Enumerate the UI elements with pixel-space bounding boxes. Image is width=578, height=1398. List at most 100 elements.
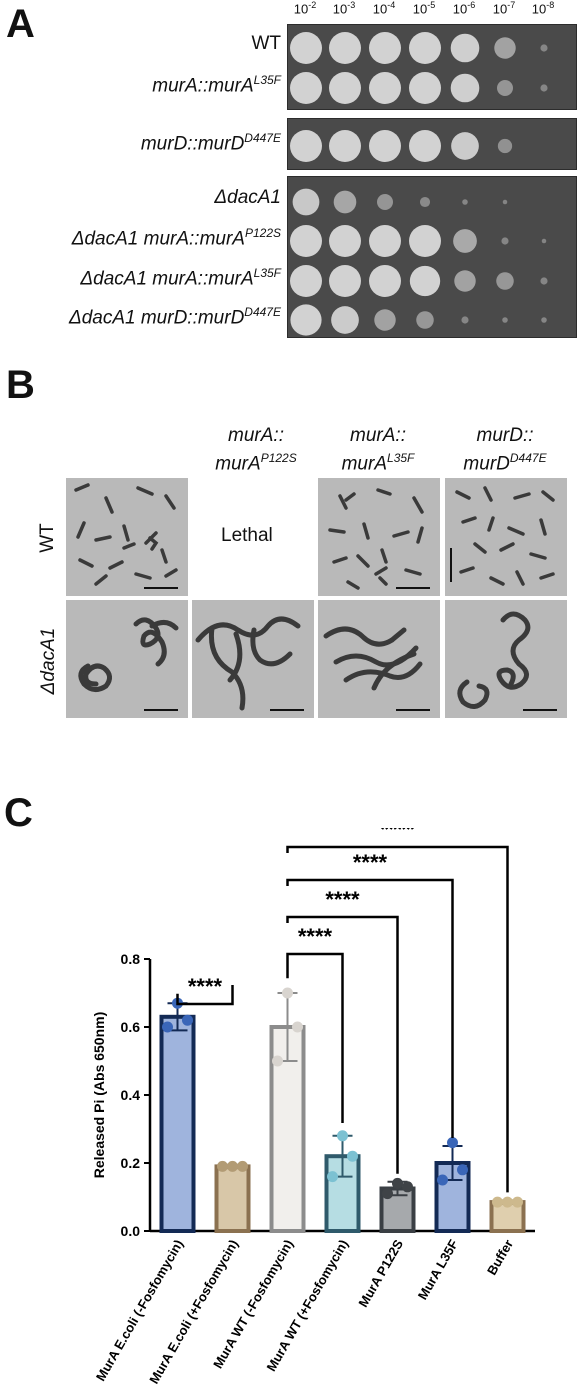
significance-label: ****	[353, 850, 388, 875]
colony-spot	[497, 138, 513, 154]
panel-c-letter: C	[4, 791, 33, 835]
data-point	[392, 1177, 403, 1189]
column-label-murA-P122S: murA:: murAP122S	[215, 425, 297, 475]
significance-bracket	[176, 985, 234, 1006]
data-point	[512, 1196, 523, 1208]
significance-label: ****	[188, 974, 223, 999]
micrograph-wt-murD-D447E	[445, 478, 567, 596]
lethal-label: Lethal	[221, 525, 273, 546]
colony-spot	[502, 317, 508, 323]
strain-label: ΔdacA1 murA::murAP122S	[71, 226, 281, 250]
released-pi-bar-chart: 0.0 0.2 0.4 0.6 0.8 Released Pi (Abs 650nm) Mu…	[91, 828, 535, 1386]
data-point	[492, 1196, 503, 1208]
data-point	[437, 1174, 448, 1186]
dilution-label: 10-2	[293, 0, 317, 17]
colony-spot	[497, 80, 513, 96]
data-point	[292, 1021, 303, 1033]
bar	[214, 1164, 251, 1233]
data-point	[447, 1137, 458, 1149]
colony-spot	[374, 309, 396, 331]
micrograph-dacA1-murA-P122S	[192, 600, 314, 718]
colony-spot	[540, 84, 548, 92]
data-point	[337, 1130, 348, 1142]
colony-spot	[462, 199, 468, 205]
column-label-murA-L35F: murA:: murAL35F	[341, 425, 415, 475]
colony-spot	[329, 265, 361, 297]
colony-spot	[453, 229, 477, 253]
colony-spot	[290, 130, 322, 162]
data-point	[227, 1160, 238, 1172]
x-tick-label: MurA L35F	[415, 1237, 461, 1302]
panel-b-letter: B	[6, 363, 35, 407]
colony-spot	[451, 132, 479, 160]
colony-spot	[369, 225, 401, 257]
significance-label: ****	[325, 887, 360, 912]
colony-spot	[540, 44, 548, 52]
y-tick-label: 0.4	[121, 1087, 141, 1103]
data-point	[237, 1160, 248, 1172]
colony-spot	[409, 32, 441, 64]
colony-spot	[333, 190, 357, 214]
data-point	[457, 1164, 468, 1176]
colony-spot	[454, 270, 476, 292]
strain-label: ΔdacA1 murA::murAL35F	[80, 266, 281, 290]
colony-spot	[409, 225, 441, 257]
colony-spot	[290, 265, 322, 297]
colony-spot	[419, 196, 431, 208]
micrograph-dacA1-murA-L35F	[318, 600, 440, 718]
significance-label: ****	[298, 924, 333, 949]
micrograph-dacA1-murD-D447E	[445, 600, 567, 718]
dilution-label: 10-8	[531, 0, 555, 17]
significance-bracket	[286, 878, 454, 1138]
colony-spot	[369, 130, 401, 162]
data-point	[502, 1196, 513, 1208]
strain-label: WT	[251, 33, 281, 54]
significance-bracket	[286, 952, 344, 1123]
colony-spot	[292, 188, 320, 216]
colony-spot	[290, 72, 322, 104]
data-point	[217, 1160, 228, 1172]
data-point	[382, 1188, 393, 1200]
colony-spot	[541, 238, 547, 244]
dilution-label: 10-4	[372, 0, 396, 17]
colony-spot	[369, 32, 401, 64]
colony-spot	[501, 237, 509, 245]
colony-spot	[369, 265, 401, 297]
colony-spot	[450, 73, 480, 103]
y-axis-label: Released Pi (Abs 650nm)	[91, 1012, 107, 1179]
colony-spot	[290, 304, 322, 336]
dilution-label: 10-6	[452, 0, 476, 17]
x-tick-label: Buffer	[484, 1237, 516, 1278]
panel-a-letter: A	[6, 2, 35, 46]
colony-spot	[409, 130, 441, 162]
dilution-label: 10-7	[492, 0, 516, 17]
colony-spot	[409, 72, 441, 104]
colony-spot	[329, 225, 361, 257]
row-label-dacA1: ΔdacA1	[38, 627, 59, 695]
micrograph-wt-cells	[74, 483, 178, 589]
bar	[159, 1014, 196, 1233]
colony-spot	[496, 272, 514, 290]
bar	[324, 1154, 361, 1234]
spot-plate	[287, 24, 577, 110]
colony-spot	[329, 130, 361, 162]
colony-spot	[494, 37, 516, 59]
data-point	[282, 987, 293, 999]
colony-spot	[331, 306, 359, 334]
micrograph-dacA1	[66, 600, 188, 718]
column-label-murD-D447E: murD:: murDD447E	[463, 425, 547, 475]
data-point	[327, 1171, 338, 1183]
colony-spot	[290, 225, 322, 257]
colony-spot	[416, 311, 434, 329]
colony-spot	[502, 199, 508, 205]
spot-plate	[287, 118, 577, 170]
significance-bracket	[286, 845, 509, 1193]
significance-label: ****	[380, 828, 415, 842]
data-point	[182, 1014, 193, 1026]
colony-spot	[461, 316, 469, 324]
strain-label: murD::murDD447E	[140, 131, 281, 155]
row-label-wt: WT	[37, 523, 58, 553]
dilution-label: 10-5	[412, 0, 436, 17]
y-tick-label: 0.6	[121, 1019, 141, 1035]
data-point	[402, 1181, 413, 1193]
